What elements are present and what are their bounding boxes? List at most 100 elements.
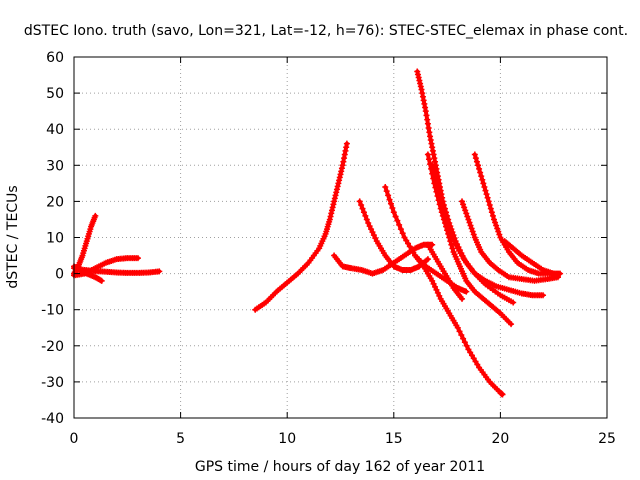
data-point xyxy=(456,328,463,335)
data-point xyxy=(487,205,494,212)
data-point xyxy=(430,166,437,173)
y-tick-label: -30 xyxy=(41,375,64,391)
data-point xyxy=(358,202,365,209)
data-point xyxy=(435,187,442,194)
data-point xyxy=(482,187,489,194)
data-series xyxy=(424,241,466,302)
data-point xyxy=(401,234,408,241)
data-point xyxy=(491,216,498,223)
data-point xyxy=(486,202,493,209)
data-point xyxy=(397,226,404,233)
data-point xyxy=(469,228,476,235)
y-axis-label: dSTEC / TECUs xyxy=(5,185,21,288)
x-tick-label: 5 xyxy=(176,431,185,447)
data-point xyxy=(461,204,468,211)
data-series xyxy=(252,140,350,313)
plot-frame xyxy=(73,56,608,419)
data-point xyxy=(459,295,466,302)
data-point xyxy=(408,246,415,253)
data-point xyxy=(499,391,506,398)
data-point xyxy=(484,194,491,201)
data-point xyxy=(462,207,469,214)
data-point xyxy=(392,213,399,220)
data-point xyxy=(383,188,390,195)
data-point xyxy=(98,277,105,284)
series-track xyxy=(472,152,563,276)
data-point xyxy=(447,227,454,234)
data-point xyxy=(459,198,466,205)
data-point xyxy=(430,280,437,287)
data-point xyxy=(496,231,503,238)
data-point xyxy=(134,255,141,262)
data-point xyxy=(473,158,480,165)
y-tick-label: -20 xyxy=(41,339,64,355)
data-point xyxy=(386,196,393,203)
y-tick-label: 60 xyxy=(46,50,64,66)
data-point xyxy=(389,205,396,212)
data-series xyxy=(412,252,506,398)
data-point xyxy=(463,288,470,295)
data-point xyxy=(360,209,367,216)
data-series xyxy=(424,151,515,328)
data-point xyxy=(424,256,431,263)
data-point xyxy=(483,191,490,198)
data-point xyxy=(510,299,517,306)
data-point xyxy=(441,209,448,216)
data-point xyxy=(385,192,392,199)
data-point xyxy=(476,165,483,172)
data-point xyxy=(431,170,438,177)
data-point xyxy=(436,191,443,198)
data-point xyxy=(424,151,431,158)
data-series xyxy=(429,162,547,299)
x-tick-label: 15 xyxy=(385,431,403,447)
data-point xyxy=(396,221,403,228)
data-point xyxy=(366,223,373,230)
data-point xyxy=(372,235,379,242)
data-point xyxy=(478,173,485,180)
data-point xyxy=(369,229,376,236)
data-point xyxy=(465,346,472,353)
data-point xyxy=(438,198,445,205)
data-point xyxy=(443,212,450,219)
data-point xyxy=(472,155,479,162)
data-point xyxy=(480,180,487,187)
axis-ticks: 0 5 10 15 20 25 -40 -30 -20 -10 0 10 20 30 40 50 60 xyxy=(41,50,616,447)
x-tick-label: 10 xyxy=(278,431,296,447)
y-tick-label: -40 xyxy=(41,411,64,427)
data-point xyxy=(387,200,394,207)
data-series xyxy=(501,238,557,277)
data-point xyxy=(467,349,474,356)
data-point xyxy=(495,228,502,235)
data-point xyxy=(467,222,474,229)
data-point xyxy=(463,342,470,349)
data-point xyxy=(370,232,377,239)
series-track xyxy=(253,141,349,312)
data-point xyxy=(390,209,397,216)
data-point xyxy=(460,201,467,208)
data-point xyxy=(394,217,401,224)
data-point xyxy=(477,169,484,176)
data-point xyxy=(465,216,472,223)
data-point xyxy=(468,225,475,232)
data-point xyxy=(466,219,473,226)
data-point xyxy=(550,270,557,277)
y-tick-label: -10 xyxy=(41,303,64,319)
data-point xyxy=(445,220,452,227)
data-point xyxy=(472,358,479,365)
data-point xyxy=(359,205,366,212)
data-point xyxy=(440,205,447,212)
data-point xyxy=(540,292,547,299)
data-point xyxy=(432,283,439,290)
data-point xyxy=(439,202,446,209)
data-point xyxy=(470,355,477,362)
data-point xyxy=(444,216,451,223)
data-point xyxy=(474,361,481,368)
x-axis-label: GPS time / hours of day 162 of year 2011 xyxy=(195,459,485,475)
data-point xyxy=(343,140,350,147)
data-point xyxy=(494,225,501,232)
data-point xyxy=(460,335,467,342)
y-tick-label: 20 xyxy=(46,194,64,210)
data-point xyxy=(493,222,500,229)
data-point xyxy=(363,216,370,223)
data-point xyxy=(433,179,440,186)
